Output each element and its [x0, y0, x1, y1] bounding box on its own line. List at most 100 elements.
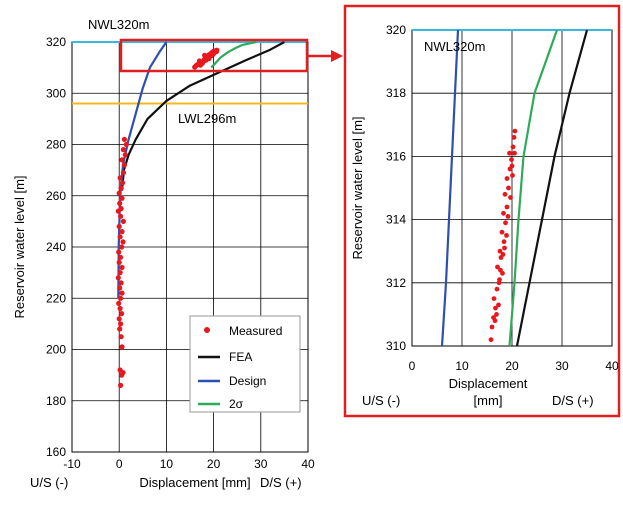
legend-design-label: Design	[229, 374, 266, 388]
zoom-measured-point	[507, 150, 512, 156]
zoom-y-tick-label: 312	[386, 276, 406, 290]
main-measured-point	[118, 295, 124, 301]
main-y-tick-label: 180	[46, 394, 66, 408]
main-measured-point	[118, 382, 124, 388]
zoom-measured-point	[504, 176, 510, 181]
zoom-measured-point	[494, 286, 500, 292]
main-measured-point	[195, 62, 201, 68]
zoom-series-design-line	[440, 29, 460, 347]
zoom-measured-point	[494, 312, 499, 317]
zoom-x-tick-label: 0	[409, 359, 416, 373]
main-measured-point	[119, 290, 125, 296]
main-y-tick-label: 160	[46, 445, 66, 459]
zoom-y-axis-label: Reservoir water level [m]	[350, 116, 365, 259]
zoom-x-axis-label: Displacement	[449, 376, 528, 391]
zoom-measured-point	[496, 280, 502, 286]
main-x-tick-label: 40	[301, 457, 315, 471]
main-measured-point	[117, 175, 123, 181]
zoom-x-label-right: D/S (+)	[552, 393, 594, 408]
zoom-measured-point	[504, 204, 510, 210]
main-x-tick-label: 30	[254, 457, 268, 471]
zoom-measured-point	[506, 185, 511, 191]
main-measured-point	[119, 264, 125, 271]
main-measured-point	[116, 300, 122, 306]
zoom-y-tick-label: 310	[386, 339, 406, 353]
zoom-measured-point	[504, 233, 509, 238]
main-chart: -10 0 10 20 30 40160180200220240260280300320 …	[12, 17, 343, 490]
main-x-axis-label: Displacement [mm]	[139, 475, 250, 490]
zoom-measured-point	[509, 163, 515, 169]
main-measured-point	[199, 60, 205, 66]
main-y-tick-label: 300	[46, 86, 66, 100]
zoom-inset-chart: 0 10 20 30 40 310 312 314 316 318 320 NWL320m Rese…	[343, 4, 621, 418]
main-measured-point	[118, 321, 124, 327]
main-y-tick-label: 260	[46, 189, 66, 203]
zoom-measured-point	[500, 252, 506, 257]
zoom-x-tick-label: 20	[505, 359, 519, 373]
main-y-tick-label: 240	[46, 240, 66, 254]
main-measured-point	[116, 190, 122, 196]
main-measured-point	[122, 152, 128, 158]
zoom-measured-point	[488, 337, 494, 343]
zoom-tick-labels: 0 10 20 30 40 310 312 314 316 318 320	[386, 23, 619, 373]
main-measured-point	[120, 239, 126, 245]
zoom-x-tick-label: 30	[555, 359, 569, 373]
zoom-measured-point	[502, 245, 507, 251]
main-tick-labels: -10 0 10 20 30 40 160 180 200 220 240 260 280 300 320	[46, 35, 315, 471]
main-measured-point	[118, 280, 124, 286]
zoom-measured-points	[488, 128, 518, 343]
zoom-series-lines	[440, 29, 589, 347]
main-measured-point	[118, 334, 124, 340]
zoom-series-fea-line	[515, 29, 589, 347]
main-measured-point	[116, 259, 122, 265]
main-measured-point	[210, 51, 216, 57]
zoom-measured-point	[501, 210, 506, 216]
main-measured-point	[117, 234, 123, 240]
zoom-x-label-left: U/S (-)	[362, 393, 400, 408]
main-measured-point	[121, 136, 127, 142]
main-x-label-left: U/S (-)	[30, 475, 68, 490]
main-measured-point	[117, 367, 123, 373]
zoom-measured-point	[489, 324, 495, 330]
main-measured-point	[117, 285, 123, 291]
zoom-arrow-head	[331, 50, 343, 62]
zoom-measured-point	[499, 229, 505, 235]
zoom-measured-point	[503, 220, 508, 226]
zoom-y-tick-label: 314	[386, 213, 406, 227]
main-y-tick-label: 280	[46, 138, 66, 152]
main-measured-point	[120, 218, 126, 224]
main-measured-point	[119, 344, 125, 350]
main-series-lines	[117, 40, 285, 299]
zoom-measured-point	[491, 296, 497, 301]
main-measured-point	[116, 249, 122, 255]
zoom-series-2sigma-line	[508, 29, 559, 347]
zoom-measured-point	[496, 302, 501, 308]
zoom-measured-point	[510, 144, 516, 150]
legend-measured-marker	[204, 327, 210, 333]
zoom-measured-point	[512, 128, 518, 134]
main-measured-point	[117, 326, 123, 332]
main-y-tick-label: 220	[46, 291, 66, 305]
zoom-measured-point	[495, 264, 500, 270]
main-measured-point	[119, 311, 125, 317]
main-measured-point	[118, 213, 124, 219]
zoom-measured-point	[501, 239, 507, 245]
main-lwl-label: LWL296m	[178, 111, 236, 126]
legend-fea-label: FEA	[229, 350, 252, 364]
main-measured-point	[116, 223, 122, 230]
zoom-nwl-label: NWL320m	[424, 39, 485, 54]
main-measured-point	[117, 270, 123, 276]
main-measured-point	[119, 180, 126, 186]
main-y-tick-label: 200	[46, 343, 66, 357]
zoom-measured-point	[505, 214, 511, 219]
main-measured-point	[123, 141, 129, 148]
main-measured-point	[118, 206, 124, 212]
zoom-measured-point	[511, 135, 517, 140]
main-measured-point	[203, 57, 209, 63]
zoom-x-tick-label: 40	[605, 359, 619, 373]
main-measured-point	[119, 244, 125, 250]
main-measured-point	[118, 185, 124, 191]
main-series-fea-line	[120, 41, 285, 191]
zoom-x-tick-label: 10	[455, 359, 469, 373]
